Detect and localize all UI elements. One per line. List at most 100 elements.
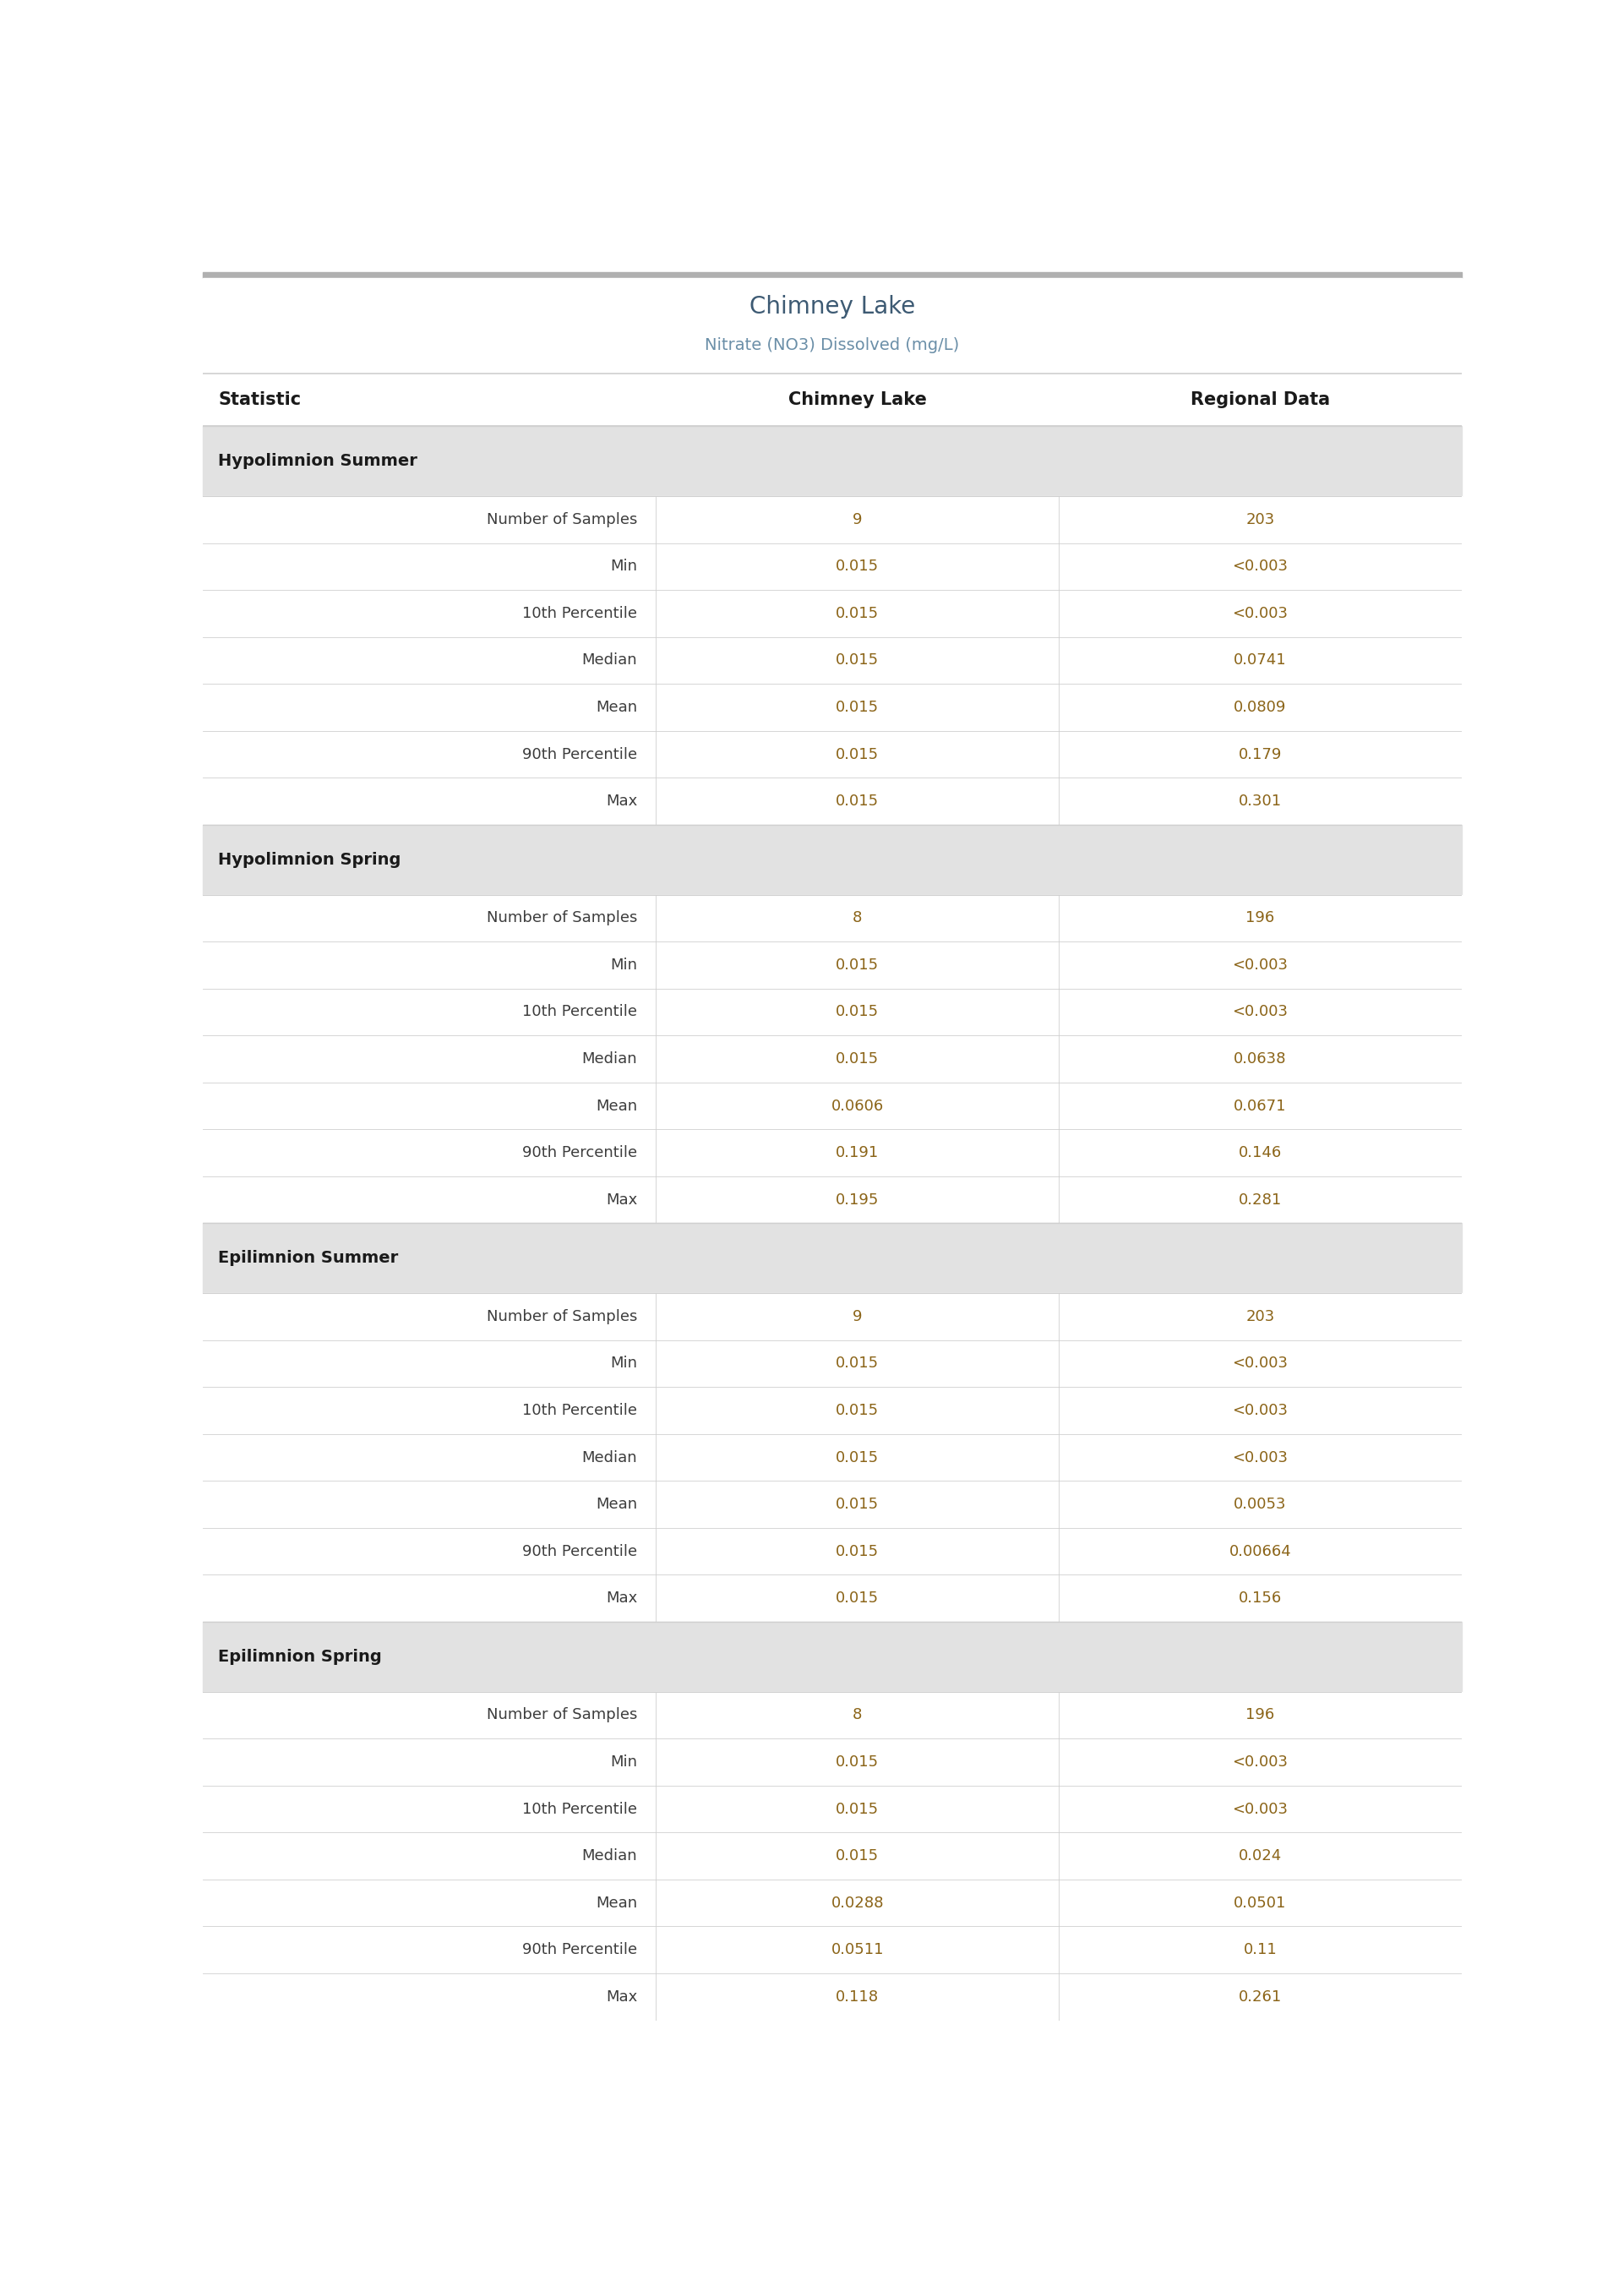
Text: 0.015: 0.015 [836,1003,879,1019]
Text: Epilimnion Spring: Epilimnion Spring [218,1648,382,1664]
Text: 10th Percentile: 10th Percentile [523,1802,637,1816]
Text: 10th Percentile: 10th Percentile [523,1403,637,1419]
Bar [203,375,1462,427]
Bar [203,779,1462,824]
Text: <0.003: <0.003 [1233,1003,1288,1019]
Text: Number of Samples: Number of Samples [487,910,637,926]
Bar [203,731,1462,779]
Text: 0.0288: 0.0288 [831,1895,883,1911]
Bar [203,1528,1462,1575]
Text: <0.003: <0.003 [1233,1355,1288,1371]
Text: <0.003: <0.003 [1233,1403,1288,1419]
Bar [203,987,1462,1035]
Text: 196: 196 [1246,1707,1275,1723]
Text: 0.195: 0.195 [836,1192,879,1208]
Text: 203: 203 [1246,1310,1275,1323]
Text: Median: Median [581,1451,637,1464]
Text: 0.281: 0.281 [1239,1192,1281,1208]
Text: Nitrate (NO3) Dissolved (mg/L): Nitrate (NO3) Dissolved (mg/L) [705,336,960,354]
Text: <0.003: <0.003 [1233,606,1288,622]
Text: Max: Max [606,794,637,808]
Bar [203,1435,1462,1480]
Text: <0.003: <0.003 [1233,1802,1288,1816]
Bar [203,1880,1462,1927]
Text: <0.003: <0.003 [1233,1451,1288,1464]
Text: 0.261: 0.261 [1239,1989,1281,2004]
Text: Chimney Lake: Chimney Lake [788,390,927,409]
Bar [203,1035,1462,1083]
Text: 0.015: 0.015 [836,606,879,622]
Text: 0.11: 0.11 [1244,1943,1276,1957]
Text: Hypolimnion Spring: Hypolimnion Spring [218,851,401,867]
Bar [203,543,1462,590]
Text: 0.024: 0.024 [1239,1848,1281,1864]
Text: 203: 203 [1246,513,1275,527]
Text: 0.015: 0.015 [836,1496,879,1512]
Bar [203,1339,1462,1387]
Bar [203,1621,1462,1691]
Text: 0.015: 0.015 [836,794,879,808]
Text: 90th Percentile: 90th Percentile [523,1544,637,1559]
Text: Max: Max [606,1989,637,2004]
Text: 10th Percentile: 10th Percentile [523,1003,637,1019]
Bar [203,1786,1462,1832]
Text: Max: Max [606,1591,637,1605]
Text: Min: Min [611,958,637,972]
Text: 0.156: 0.156 [1239,1591,1281,1605]
Bar [203,1739,1462,1786]
Bar [203,1575,1462,1621]
Text: 0.015: 0.015 [836,1755,879,1771]
Text: 0.015: 0.015 [836,558,879,574]
Text: Min: Min [611,1755,637,1771]
Bar [203,590,1462,638]
Text: Mean: Mean [596,1496,637,1512]
Text: 0.0511: 0.0511 [831,1943,883,1957]
Text: Number of Samples: Number of Samples [487,1707,637,1723]
Bar [203,497,1462,543]
Bar [203,427,1462,497]
Text: 0.0501: 0.0501 [1234,1895,1286,1911]
Bar [203,1224,1462,1294]
Text: 0.015: 0.015 [836,1802,879,1816]
Text: Max: Max [606,1192,637,1208]
Text: 0.0809: 0.0809 [1234,699,1286,715]
Text: 0.015: 0.015 [836,1051,879,1067]
Text: Median: Median [581,1051,637,1067]
Bar [203,894,1462,942]
Bar [203,272,1462,277]
Bar [203,638,1462,683]
Text: Number of Samples: Number of Samples [487,1310,637,1323]
Text: 0.015: 0.015 [836,1403,879,1419]
Bar [203,1083,1462,1130]
Text: 0.0053: 0.0053 [1234,1496,1286,1512]
Text: Min: Min [611,558,637,574]
Text: Number of Samples: Number of Samples [487,513,637,527]
Text: <0.003: <0.003 [1233,1755,1288,1771]
Text: 0.301: 0.301 [1239,794,1281,808]
Text: 0.015: 0.015 [836,1544,879,1559]
Text: 0.015: 0.015 [836,1591,879,1605]
Bar [203,1294,1462,1339]
Bar [203,1387,1462,1435]
Text: 10th Percentile: 10th Percentile [523,606,637,622]
Text: 8: 8 [853,1707,862,1723]
Text: Mean: Mean [596,1099,637,1115]
Text: 0.0606: 0.0606 [831,1099,883,1115]
Text: 0.0741: 0.0741 [1234,654,1286,667]
Bar [203,277,1462,375]
Text: 0.118: 0.118 [836,1989,879,2004]
Text: 9: 9 [853,513,862,527]
Text: Mean: Mean [596,1895,637,1911]
Bar [203,942,1462,987]
Text: Statistic: Statistic [218,390,300,409]
Text: 90th Percentile: 90th Percentile [523,747,637,763]
Bar [203,1130,1462,1176]
Text: 0.191: 0.191 [836,1146,879,1160]
Text: 90th Percentile: 90th Percentile [523,1943,637,1957]
Text: 0.015: 0.015 [836,654,879,667]
Text: 0.0671: 0.0671 [1234,1099,1286,1115]
Text: 8: 8 [853,910,862,926]
Text: Mean: Mean [596,699,637,715]
Bar [203,1480,1462,1528]
Text: Hypolimnion Summer: Hypolimnion Summer [218,454,417,470]
